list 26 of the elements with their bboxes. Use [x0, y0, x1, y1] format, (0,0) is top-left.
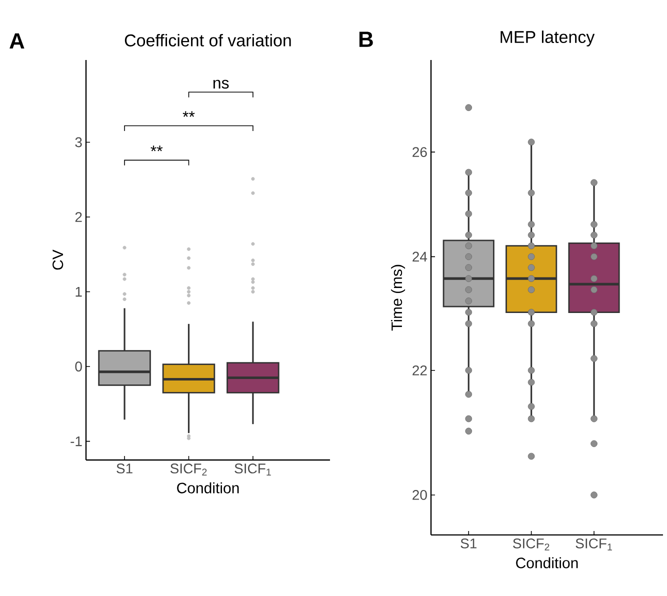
y-axis-title: Time (ms): [391, 264, 406, 331]
x-tick-label: S1: [116, 464, 132, 474]
chart-title: Coefficient of variation: [124, 34, 291, 46]
y-tick-label: 26: [412, 147, 427, 158]
x-tick-label: S1: [460, 538, 477, 548]
y-axis-title: CV: [52, 250, 64, 270]
annotation: ns: [213, 80, 229, 89]
y-tick-label: 20: [412, 490, 427, 500]
y-tick-label: -1: [70, 436, 82, 446]
x-axis-title: Condition: [177, 482, 239, 494]
x-tick-label: SICF$_{1}$: [576, 538, 612, 550]
y-tick-label: 22: [412, 365, 427, 376]
x-tick-label: SICF$_{1}$: [234, 464, 271, 476]
chart-title: MEP latency: [500, 30, 595, 46]
text: B: [359, 32, 373, 47]
x-tick-label: SICF$_{2}$: [170, 464, 207, 476]
text: A: [10, 33, 24, 48]
annotation: **: [150, 146, 163, 152]
y-tick-label: 2: [75, 212, 82, 222]
annotation: **: [182, 111, 195, 117]
x-tick-label: SICF$_{2}$: [513, 538, 550, 550]
y-tick-label: 1: [76, 286, 82, 297]
y-tick-label: 0: [75, 362, 82, 372]
x-axis-title: Condition: [516, 557, 578, 568]
y-tick-label: 3: [75, 137, 82, 148]
y-tick-label: 24: [412, 252, 428, 262]
